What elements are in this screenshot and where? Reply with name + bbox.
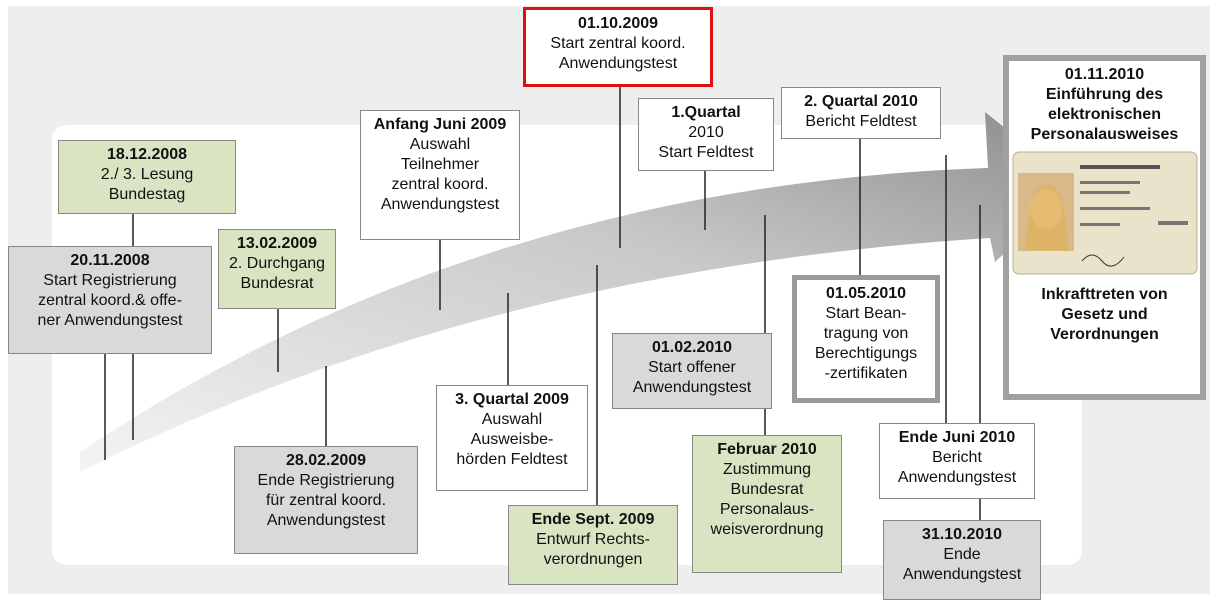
- milestone-date: 2. Quartal 2010: [782, 92, 940, 112]
- milestone-date: 31.10.2010: [884, 525, 1040, 545]
- milestone-text: Verordnungen: [1009, 325, 1200, 345]
- milestone-text: Start zentral koord.: [526, 34, 710, 54]
- milestone-text: weisverordnung: [693, 520, 841, 540]
- milestone-text: Ausweisbe-: [437, 430, 587, 450]
- milestone-text: Anwendungstest: [235, 511, 417, 531]
- milestone-date: 01.10.2009: [526, 14, 710, 34]
- milestone-text: 2. Durchgang: [219, 254, 335, 274]
- milestone-text: Anwendungstest: [526, 54, 710, 74]
- milestone-text: Ende Registrierung: [235, 471, 417, 491]
- milestone-text: Start offener: [613, 358, 771, 378]
- id-card-image: [1009, 145, 1200, 279]
- milestone-text: Teilnehmer: [361, 155, 519, 175]
- id-card: [1012, 151, 1198, 275]
- milestone-text: Personalaus-: [693, 500, 841, 520]
- milestone-text: Berechtigungs: [797, 344, 935, 364]
- milestone-text: ner Anwendungstest: [9, 311, 211, 331]
- milestone-date: 28.02.2009: [235, 451, 417, 471]
- milestone-text: Start Registrierung: [9, 271, 211, 291]
- milestone-date: 01.02.2010: [613, 338, 771, 358]
- milestone-text: Anwendungstest: [880, 468, 1034, 488]
- milestone-text: Anwendungstest: [361, 195, 519, 215]
- milestone-text: Bundesrat: [693, 480, 841, 500]
- milestone-text: 2010: [639, 123, 773, 143]
- milestone-text: elektronischen: [1009, 105, 1200, 125]
- milestone-text: Bundesrat: [219, 274, 335, 294]
- milestone-date: 01.05.2010: [797, 284, 935, 304]
- milestone-date: Anfang Juni 2009: [361, 115, 519, 135]
- milestone-text: Personalausweises: [1009, 125, 1200, 145]
- milestone-text: verordnungen: [509, 550, 677, 570]
- milestone-date: Ende Juni 2010: [880, 428, 1034, 448]
- milestone-text: Entwurf Rechts-: [509, 530, 677, 550]
- milestone-text: Inkrafttreten von: [1009, 285, 1200, 305]
- milestone-date: 01.11.2010: [1009, 65, 1200, 85]
- milestone-text: für zentral koord.: [235, 491, 417, 511]
- timeline-diagram: 18.12.20082./ 3. LesungBundestag 20.11.20…: [0, 0, 1217, 604]
- milestone-text: Ende: [884, 545, 1040, 565]
- milestone-text: Einführung des: [1009, 85, 1200, 105]
- milestone-date: 1.Quartal: [639, 103, 773, 123]
- milestone-text: Bericht Feldtest: [782, 112, 940, 132]
- milestone-text: Auswahl: [437, 410, 587, 430]
- milestone-text: Bundestag: [59, 185, 235, 205]
- milestone-text: tragung von: [797, 324, 935, 344]
- milestone-text: Start Bean-: [797, 304, 935, 324]
- milestone-text: zentral koord.: [361, 175, 519, 195]
- milestone-date: 13.02.2009: [219, 234, 335, 254]
- milestone-date: 20.11.2008: [9, 251, 211, 271]
- milestone-text: Anwendungstest: [884, 565, 1040, 585]
- milestone-date: 3. Quartal 2009: [437, 390, 587, 410]
- milestone-date: 18.12.2008: [59, 145, 235, 165]
- milestone-text: Anwendungstest: [613, 378, 771, 398]
- milestone-text: -zertifikaten: [797, 364, 935, 384]
- milestone-date: Ende Sept. 2009: [509, 510, 677, 530]
- milestone-text: Gesetz und: [1009, 305, 1200, 325]
- milestone-text: Auswahl: [361, 135, 519, 155]
- milestone-text: 2./ 3. Lesung: [59, 165, 235, 185]
- milestone-text: Start Feldtest: [639, 143, 773, 163]
- milestone-text: Zustimmung: [693, 460, 841, 480]
- milestone-text: zentral koord.& offe-: [9, 291, 211, 311]
- milestone-text: hörden Feldtest: [437, 450, 587, 470]
- milestone-date: Februar 2010: [693, 440, 841, 460]
- milestone-text: Bericht: [880, 448, 1034, 468]
